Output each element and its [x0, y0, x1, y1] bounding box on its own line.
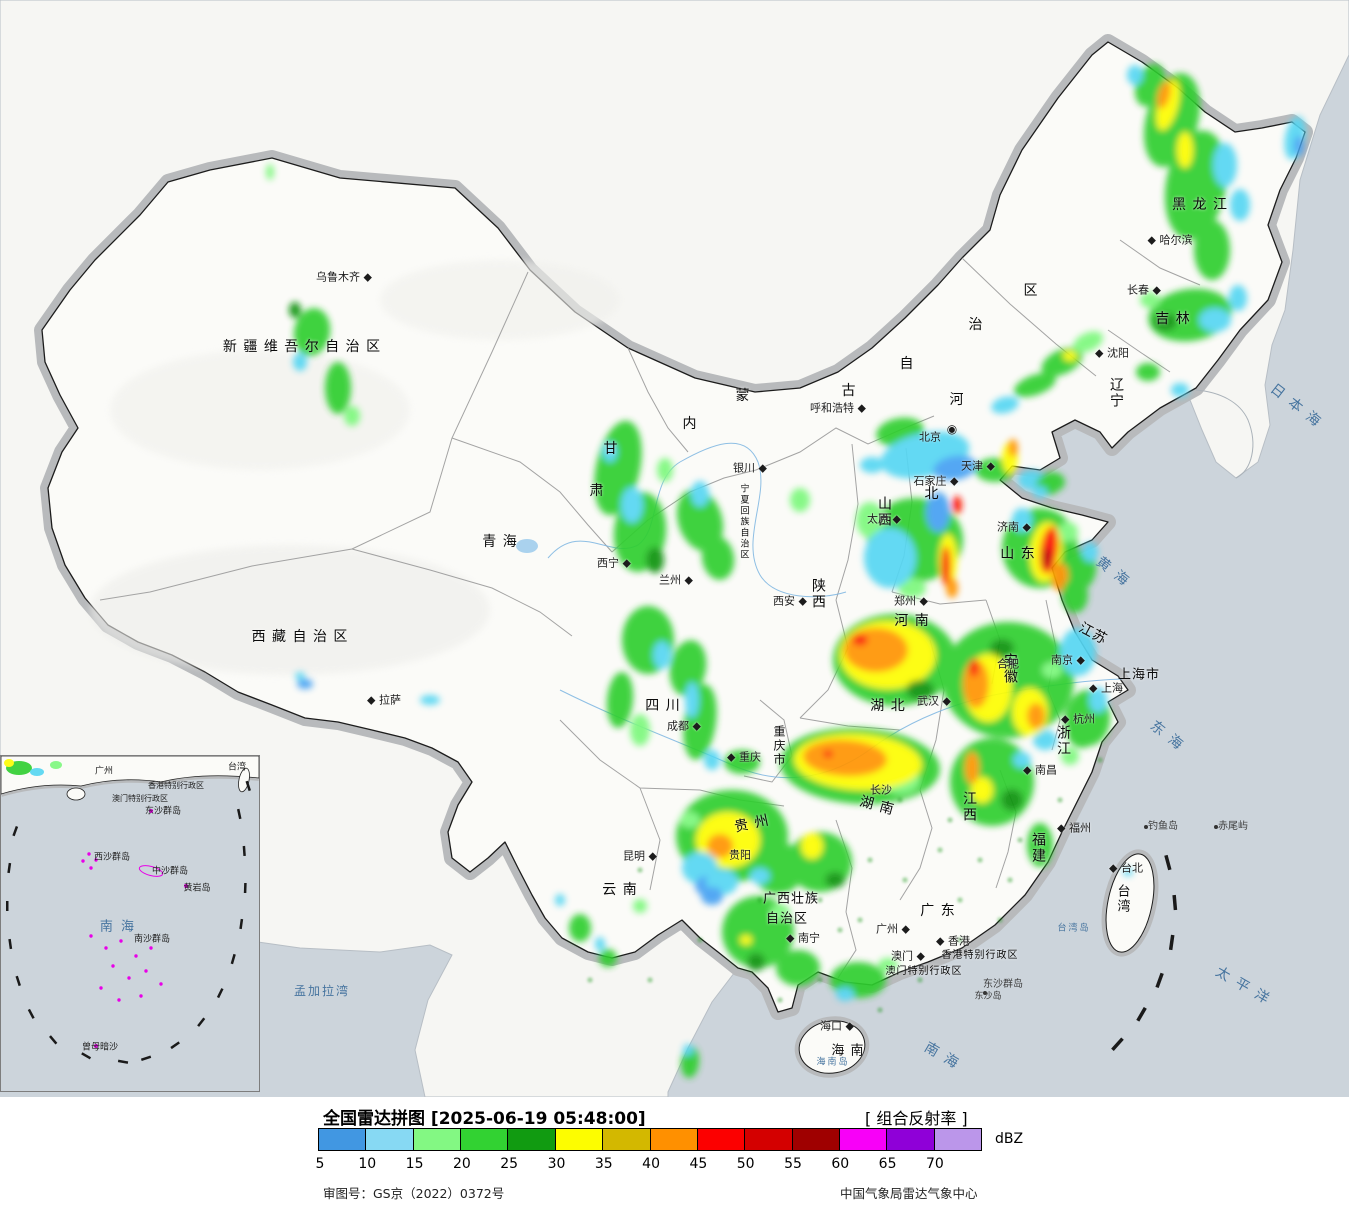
inset-taiwan [238, 767, 250, 793]
legend-tick: 25 [500, 1156, 519, 1172]
inset-hainan [66, 787, 86, 801]
legend-color-segment [508, 1129, 556, 1150]
island-markers [983, 825, 1218, 995]
radar-speckles [588, 758, 1102, 1012]
legend-tick: 15 [405, 1156, 424, 1172]
legend-tick-row: 5 10 15 20 25 30 35 40 45 50 55 60 65 70 [315, 1156, 980, 1174]
legend-tick: 10 [358, 1156, 377, 1172]
legend-tick: 40 [642, 1156, 661, 1172]
product-type-label: [ 组合反射率 ] [865, 1109, 968, 1128]
legend-unit-label: dBZ [995, 1131, 1024, 1147]
legend-color-segment [934, 1129, 982, 1150]
hainan-island [798, 1020, 866, 1074]
legend-color-segment [839, 1129, 888, 1150]
legend-tick: 20 [452, 1156, 471, 1172]
legend-color-segment [366, 1129, 414, 1150]
legend-color-segment [461, 1129, 509, 1150]
legend-tick: 5 [315, 1156, 325, 1172]
china-radar-map [0, 0, 1349, 1097]
radar-echo-layer [266, 63, 1306, 1078]
legend-color-segment [603, 1129, 651, 1150]
footer: 全国雷达拼图 [2025-06-19 05:48:00] [ 组合反射率 ] 5… [0, 1097, 1349, 1208]
legend-tick: 50 [736, 1156, 755, 1172]
inset-mainland [1, 756, 259, 795]
legend-color-segment [745, 1129, 793, 1150]
legend-colorbar [318, 1128, 982, 1151]
legend-color-segment [413, 1129, 462, 1150]
inset-island-groups [81, 809, 188, 1048]
legend-tick: 70 [925, 1156, 944, 1172]
legend-tick: 35 [594, 1156, 613, 1172]
taiwan-island [1105, 853, 1155, 953]
approval-number: 审图号：GS京（2022）0372号 [323, 1186, 505, 1201]
inset-nine-dash-line [6, 780, 251, 1064]
legend-tick: 30 [547, 1156, 566, 1172]
korea-boundary [1195, 389, 1254, 479]
legend-color-segment [887, 1129, 935, 1150]
inset-radar-echoes [4, 759, 62, 776]
legend-tick: 60 [831, 1156, 850, 1172]
legend-color-segment [650, 1129, 698, 1150]
legend-tick: 55 [784, 1156, 802, 1172]
legend-color-segment [319, 1129, 367, 1150]
legend-tick: 45 [689, 1156, 708, 1172]
legend-color-segment [697, 1129, 746, 1150]
legend-color-segment [792, 1129, 840, 1150]
legend-color-segment [555, 1129, 604, 1150]
map-title: 全国雷达拼图 [2025-06-19 05:48:00] [323, 1109, 646, 1129]
nine-dash-line [1111, 854, 1178, 1051]
agency-name: 中国气象局雷达气象中心 [840, 1186, 978, 1201]
legend-tick: 65 [878, 1156, 897, 1172]
south-china-sea-inset-map [0, 755, 260, 1092]
qinghai-lake [516, 539, 538, 553]
